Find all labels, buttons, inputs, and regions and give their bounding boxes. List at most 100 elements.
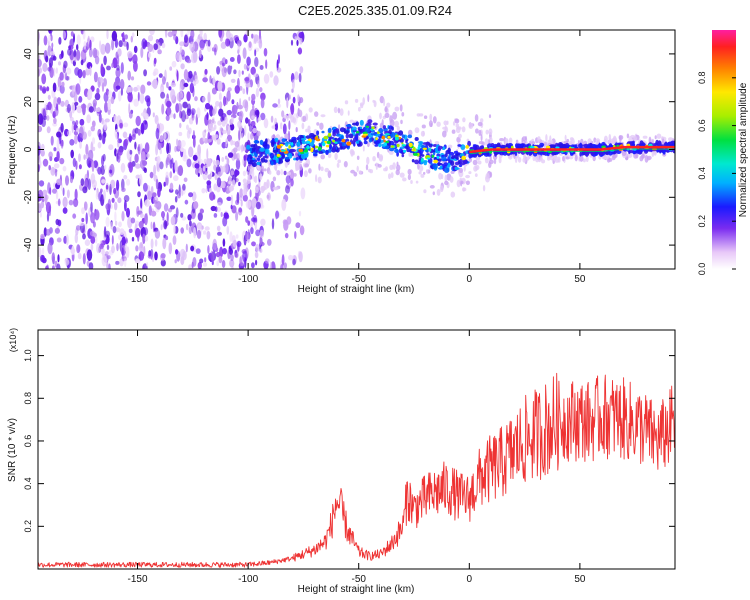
signal-mark: [414, 137, 419, 141]
halo-mark: [327, 170, 332, 179]
halo-mark: [392, 111, 398, 120]
bright-mark: [436, 155, 440, 159]
noise-mark: [291, 88, 294, 93]
signal-mark: [295, 157, 299, 161]
noise-mark: [80, 59, 84, 66]
noise-mark: [56, 237, 62, 243]
colorbar-gradient: [712, 30, 736, 269]
halo-mark: [462, 117, 466, 123]
noise-mark: [134, 141, 137, 150]
noise-mark: [121, 187, 126, 193]
bright-mark: [461, 155, 467, 161]
noise-mark: [97, 166, 102, 175]
halo-mark: [478, 129, 482, 136]
noise-mark: [180, 212, 184, 218]
halo-mark: [608, 138, 613, 146]
halo-mark: [259, 173, 263, 181]
bright-mark: [332, 139, 336, 143]
signal-mark: [335, 128, 340, 135]
noise-mark: [38, 180, 45, 187]
noise-mark: [144, 235, 149, 242]
halo-mark: [234, 141, 240, 148]
noise-mark: [263, 118, 269, 129]
noise-mark: [259, 229, 265, 239]
y-tick-label: 0.4: [23, 477, 33, 490]
signal-mark: [269, 152, 275, 159]
noise-mark: [47, 182, 51, 194]
noise-mark: [220, 41, 227, 50]
noise-mark: [40, 149, 45, 157]
halo-mark: [233, 147, 238, 153]
halo-mark: [474, 114, 479, 122]
noise-mark: [78, 96, 83, 103]
noise-mark: [47, 30, 53, 34]
noise-mark: [56, 97, 62, 104]
noise-mark: [152, 71, 157, 77]
noise-mark: [188, 146, 194, 158]
noise-mark: [50, 51, 55, 56]
noise-mark: [204, 257, 207, 263]
halo-mark: [477, 160, 482, 165]
spectrogram-y-label: Frequency (Hz): [7, 116, 18, 185]
signal-mark: [272, 149, 278, 153]
noise-mark: [69, 110, 73, 119]
noise-mark: [75, 49, 81, 61]
noise-mark: [42, 62, 48, 72]
noise-mark: [183, 148, 187, 160]
signal-mark: [247, 154, 252, 158]
noise-mark: [48, 151, 53, 159]
signal-mark: [316, 130, 320, 136]
halo-mark: [268, 170, 272, 175]
y-tick-label: 0.2: [23, 520, 33, 533]
halo-mark: [203, 158, 207, 164]
halo-mark: [211, 134, 217, 141]
halo-mark: [458, 133, 462, 139]
noise-mark: [153, 57, 157, 65]
halo-mark: [526, 156, 530, 161]
signal-mark: [334, 137, 338, 142]
noise-mark: [122, 131, 128, 139]
halo-mark: [242, 158, 245, 165]
noise-mark: [117, 48, 122, 57]
bright-mark: [362, 133, 369, 136]
halo-mark: [365, 164, 369, 171]
noise-mark: [187, 30, 190, 36]
signal-mark: [401, 134, 406, 139]
y-tick-label: 0.6: [23, 435, 33, 448]
bright-mark: [384, 140, 390, 144]
noise-mark: [47, 101, 52, 111]
bright-mark: [403, 149, 407, 153]
noise-mark: [288, 120, 291, 130]
noise-mark: [123, 138, 129, 147]
halo-mark: [432, 191, 435, 196]
noise-mark: [245, 216, 249, 223]
noise-mark: [117, 54, 120, 66]
halo-mark: [465, 174, 470, 179]
noise-mark: [178, 131, 183, 137]
signal-mark: [253, 139, 259, 144]
halo-mark: [242, 178, 247, 184]
noise-mark: [146, 81, 152, 86]
signal-mark: [587, 144, 590, 150]
noise-mark: [197, 212, 203, 222]
noise-mark: [154, 251, 158, 261]
noise-mark: [229, 231, 233, 243]
noise-mark: [216, 177, 222, 188]
bright-mark: [401, 144, 406, 147]
noise-mark: [139, 213, 144, 218]
noise-mark: [60, 122, 64, 133]
noise-mark: [181, 189, 184, 197]
halo-mark: [251, 115, 256, 120]
noise-mark: [135, 258, 141, 265]
noise-mark: [139, 173, 143, 186]
noise-mark: [256, 115, 259, 123]
noise-mark: [57, 254, 60, 263]
noise-mark: [254, 56, 259, 68]
signal-mark: [250, 144, 255, 148]
halo-mark: [468, 122, 474, 129]
spectrogram-x-axis: -150 -100 -50 0 50: [128, 30, 586, 285]
noise-mark: [102, 153, 106, 162]
noise-mark: [238, 129, 241, 141]
signal-mark: [289, 148, 295, 153]
noise-mark: [166, 106, 172, 116]
